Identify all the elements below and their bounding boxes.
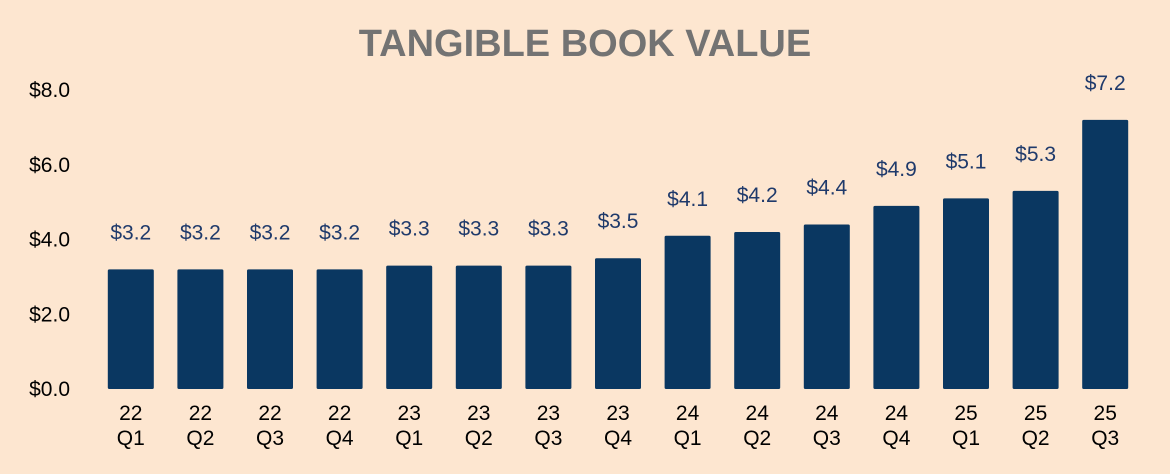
bar — [316, 269, 363, 389]
bar — [455, 265, 502, 389]
data-label: $4.1 — [667, 188, 708, 211]
x-tick-label-quarter: Q2 — [465, 427, 493, 450]
bar — [177, 269, 224, 389]
data-label: $4.4 — [806, 177, 847, 200]
bar — [386, 265, 433, 389]
bar — [873, 205, 920, 389]
x-tick-label-quarter: Q3 — [256, 427, 284, 450]
data-label: $3.3 — [389, 218, 430, 241]
x-tick-label-quarter: Q3 — [534, 427, 562, 450]
y-axis: $0.0 $2.0 $4.0 $6.0 $8.0 — [29, 79, 70, 401]
data-label: $5.1 — [946, 150, 987, 173]
x-tick-label-year: 24 — [885, 402, 909, 425]
data-label: $3.2 — [110, 221, 151, 244]
bar — [1082, 119, 1129, 390]
x-tick-label-year: 24 — [676, 402, 700, 425]
bar — [107, 269, 154, 389]
x-tick-label-quarter: Q1 — [117, 427, 145, 450]
bar — [247, 269, 293, 389]
data-label: $3.2 — [180, 221, 221, 244]
bar — [664, 235, 711, 389]
data-label: $4.9 — [876, 158, 917, 181]
y-tick-label: $4.0 — [29, 229, 70, 252]
x-tick-label-year: 23 — [537, 402, 560, 425]
data-label: $3.3 — [458, 218, 499, 241]
x-tick-label-quarter: Q4 — [882, 427, 910, 450]
bar — [525, 265, 572, 389]
x-tick-label-quarter: Q2 — [743, 427, 771, 450]
data-label: $3.2 — [250, 221, 291, 244]
x-tick-label-year: 22 — [119, 402, 142, 425]
x-tick-label-year: 24 — [746, 402, 770, 425]
bar — [803, 224, 850, 389]
bar — [1012, 190, 1059, 389]
x-tick-label-quarter: Q2 — [1022, 427, 1050, 450]
data-label: $4.2 — [737, 184, 778, 207]
x-tick-label-quarter: Q2 — [186, 427, 214, 450]
x-tick-label-year: 24 — [815, 402, 839, 425]
bar — [595, 258, 641, 389]
x-tick-label-year: 23 — [606, 402, 629, 425]
x-tick-label-year: 23 — [467, 402, 490, 425]
x-tick-label-year: 22 — [328, 402, 351, 425]
x-tick-label-quarter: Q1 — [674, 427, 702, 450]
x-tick-label-year: 23 — [398, 402, 421, 425]
data-label: $3.5 — [598, 210, 639, 233]
x-tick-label-year: 22 — [189, 402, 212, 425]
chart-title: TANGIBLE BOOK VALUE — [359, 23, 811, 65]
y-tick-label: $8.0 — [29, 79, 70, 102]
x-tick-label-year: 25 — [1024, 402, 1047, 425]
x-tick-label-year: 25 — [954, 402, 977, 425]
x-tick-label-quarter: Q4 — [604, 427, 632, 450]
bar — [943, 198, 989, 389]
x-tick-label-year: 22 — [258, 402, 281, 425]
bar-series — [107, 119, 1129, 390]
bar — [734, 232, 781, 389]
x-tick-label-quarter: Q1 — [952, 427, 980, 450]
data-label: $3.2 — [319, 221, 360, 244]
x-tick-label-quarter: Q3 — [1091, 427, 1119, 450]
y-tick-label: $0.0 — [29, 378, 70, 401]
x-tick-label-quarter: Q3 — [813, 427, 841, 450]
data-label: $3.3 — [528, 218, 569, 241]
y-tick-label: $6.0 — [29, 154, 70, 177]
x-tick-label-quarter: Q4 — [326, 427, 354, 450]
data-labels: $3.2 $3.2 $3.2 $3.2 $3.3 $3.3 $3.3 $3.5 $4.1 $4.2… — [110, 72, 1126, 244]
y-tick-label: $2.0 — [29, 303, 70, 326]
x-tick-label-quarter: Q1 — [395, 427, 423, 450]
x-axis: 22Q122Q222Q322Q423Q123Q223Q323Q424Q124Q2… — [117, 402, 1119, 450]
x-tick-label-year: 25 — [1094, 402, 1117, 425]
data-label: $7.2 — [1085, 72, 1126, 95]
data-label: $5.3 — [1015, 143, 1056, 166]
